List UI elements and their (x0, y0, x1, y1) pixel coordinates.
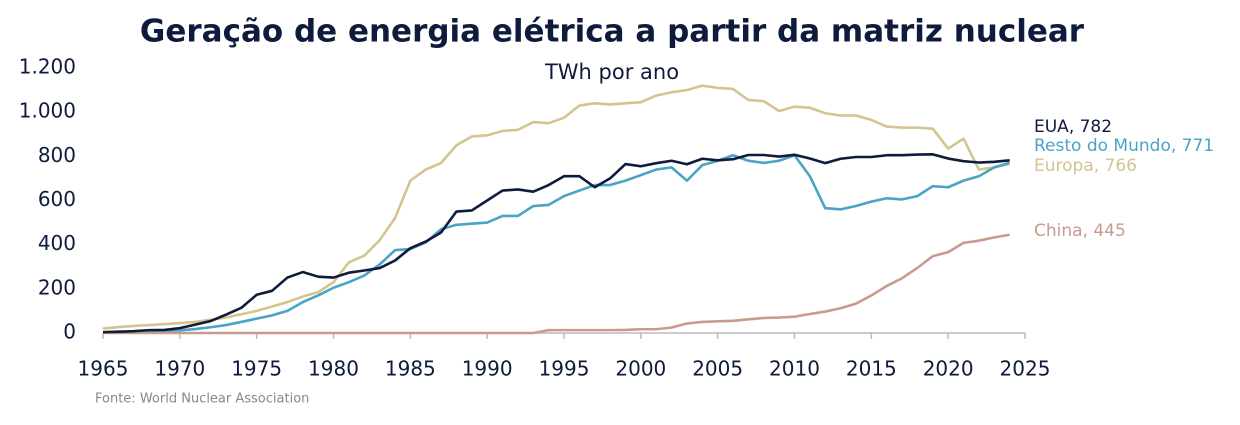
series-line (103, 233, 1010, 335)
x-tick-label: 1975 (231, 357, 282, 381)
series-line (102, 153, 1011, 334)
series-label: Resto do Mundo, 771 (1034, 136, 1214, 156)
x-tick-label: 1965 (78, 357, 129, 381)
series-line (102, 153, 1010, 334)
x-tick-label: 1980 (308, 357, 359, 381)
x-tick-label: 2010 (769, 357, 820, 381)
y-tick-label: 600 (38, 187, 76, 211)
x-tick-label: 1985 (385, 357, 436, 381)
y-tick-label: 200 (38, 275, 76, 299)
source: Fonte: World Nuclear Association (95, 392, 309, 407)
series-label: Europa, 766 (1034, 156, 1137, 176)
x-tick-label: 2000 (615, 357, 666, 381)
chart-subtitle: TWh por ano (544, 60, 679, 84)
series-line (102, 84, 1010, 330)
x-tick-label: 2005 (692, 357, 743, 381)
series-label: China, 445 (1034, 221, 1126, 241)
x-tick-label: 2020 (923, 357, 974, 381)
chart-title: Geração de energia elétrica a partir da … (140, 14, 1085, 50)
x-tick-label: 2025 (1000, 357, 1051, 381)
x-tick-label: 1970 (154, 357, 205, 381)
x-tick-label: 1990 (462, 357, 513, 381)
series-label: EUA, 782 (1034, 117, 1112, 137)
x-tick-label: 1995 (539, 357, 590, 381)
y-tick-label: 1.200 (19, 55, 76, 79)
y-tick-label: 0 (63, 320, 76, 344)
y-tick-label: 1.000 (19, 99, 76, 123)
x-tick-label: 2015 (846, 357, 897, 381)
y-tick-label: 400 (38, 231, 76, 255)
y-tick-label: 800 (38, 143, 76, 167)
